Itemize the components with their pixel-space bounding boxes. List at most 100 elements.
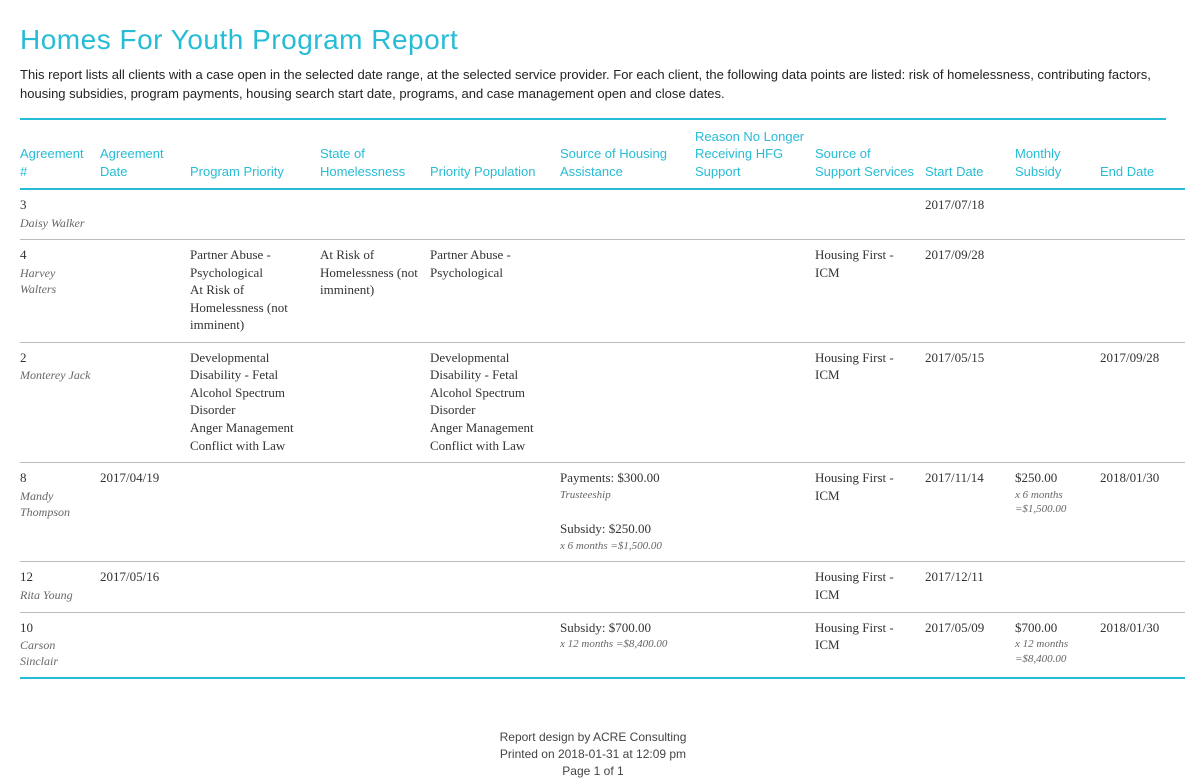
col-agreement-date: Agreement Date xyxy=(100,122,190,190)
col-source-housing: Source of Housing Assistance xyxy=(560,122,695,190)
cell-agreement-number: 4 Harvey Walters xyxy=(20,240,100,343)
cell-program-priority: Developmental Disability - Fetal Alcohol… xyxy=(190,342,320,462)
cell-priority-population: Developmental Disability - Fetal Alcohol… xyxy=(430,342,560,462)
report-table: Agreement # Agreement Date Program Prior… xyxy=(20,122,1185,680)
client-name: Mandy Thompson xyxy=(20,488,94,520)
cell-support-services xyxy=(815,189,925,239)
cell-source-housing xyxy=(560,562,695,612)
cell-support-services: Housing First - ICM xyxy=(815,612,925,678)
cell-end-date: 2018/01/30 xyxy=(1100,463,1185,562)
col-agreement-number: Agreement # xyxy=(20,122,100,190)
cell-program-priority xyxy=(190,612,320,678)
col-program-priority: Program Priority xyxy=(190,122,320,190)
col-reason-no-longer: Reason No Longer Receiving HFG Support xyxy=(695,122,815,190)
agreement-number: 2 xyxy=(20,350,27,365)
cell-agreement-date xyxy=(100,342,190,462)
cell-priority-population xyxy=(430,463,560,562)
cell-source-housing-calc: x 12 months =$8,400.00 xyxy=(560,637,689,652)
cell-reason xyxy=(695,342,815,462)
cell-agreement-date xyxy=(100,189,190,239)
cell-end-date xyxy=(1100,240,1185,343)
cell-monthly-subsidy xyxy=(1015,240,1100,343)
agreement-number: 10 xyxy=(20,620,33,635)
cell-support-services: Housing First - ICM xyxy=(815,562,925,612)
cell-source-housing: Subsidy: $700.00x 12 months =$8,400.00 xyxy=(560,612,695,678)
agreement-number: 3 xyxy=(20,197,27,212)
col-priority-population: Priority Population xyxy=(430,122,560,190)
footer-design: Report design by ACRE Consulting xyxy=(20,729,1166,746)
client-name: Daisy Walker xyxy=(20,215,94,231)
cell-end-date xyxy=(1100,189,1185,239)
cell-monthly-subsidy: $250.00x 6 months =$1,500.00 xyxy=(1015,463,1100,562)
cell-source-housing: Payments: $300.00TrusteeshipSubsidy: $25… xyxy=(560,463,695,562)
cell-end-date: 2017/09/28 xyxy=(1100,342,1185,462)
cell-source-housing xyxy=(560,342,695,462)
cell-reason xyxy=(695,240,815,343)
cell-monthly-subsidy xyxy=(1015,189,1100,239)
cell-program-priority xyxy=(190,189,320,239)
client-name: Harvey Walters xyxy=(20,265,94,297)
agreement-number: 12 xyxy=(20,569,33,584)
cell-start-date: 2017/05/15 xyxy=(925,342,1015,462)
table-row: 3 Daisy Walker 2017/07/18 xyxy=(20,189,1185,239)
client-name: Monterey Jack xyxy=(20,367,94,383)
cell-start-date: 2017/07/18 xyxy=(925,189,1015,239)
table-row: 10Carson Sinclair Subsidy: $700.00x 12 mo… xyxy=(20,612,1185,678)
table-row: 2 Monterey Jack Developmental Disability -… xyxy=(20,342,1185,462)
cell-source-housing-calc: x 6 months =$1,500.00 xyxy=(560,539,689,554)
table-header-row: Agreement # Agreement Date Program Prior… xyxy=(20,122,1185,190)
cell-agreement-number: 10Carson Sinclair xyxy=(20,612,100,678)
top-divider xyxy=(20,118,1166,120)
cell-state-homelessness xyxy=(320,612,430,678)
table-row: 8 Mandy Thompson2017/04/19 Payments: $300.… xyxy=(20,463,1185,562)
cell-agreement-date xyxy=(100,612,190,678)
cell-program-priority xyxy=(190,463,320,562)
cell-priority-population: Partner Abuse - Psychological xyxy=(430,240,560,343)
table-row: 4 Harvey Walters Partner Abuse - Psycholog… xyxy=(20,240,1185,343)
cell-agreement-date xyxy=(100,240,190,343)
cell-state-homelessness xyxy=(320,189,430,239)
agreement-number: 4 xyxy=(20,247,27,262)
cell-end-date: 2018/01/30 xyxy=(1100,612,1185,678)
cell-agreement-date: 2017/04/19 xyxy=(100,463,190,562)
cell-agreement-number: 2 Monterey Jack xyxy=(20,342,100,462)
cell-source-housing xyxy=(560,240,695,343)
agreement-number: 8 xyxy=(20,470,27,485)
cell-state-homelessness xyxy=(320,562,430,612)
report-footer: Report design by ACRE Consulting Printed… xyxy=(20,729,1166,779)
cell-priority-population xyxy=(430,612,560,678)
cell-support-services: Housing First - ICM xyxy=(815,463,925,562)
cell-reason xyxy=(695,612,815,678)
cell-reason xyxy=(695,463,815,562)
col-state-homelessness: State of Homelessness xyxy=(320,122,430,190)
report-description: This report lists all clients with a cas… xyxy=(20,66,1166,104)
col-support-services: Source of Support Services xyxy=(815,122,925,190)
cell-priority-population xyxy=(430,189,560,239)
cell-program-priority: Partner Abuse - PsychologicalAt Risk of … xyxy=(190,240,320,343)
cell-monthly-subsidy: $700.00x 12 months =$8,400.00 xyxy=(1015,612,1100,678)
cell-start-date: 2017/09/28 xyxy=(925,240,1015,343)
cell-monthly-subsidy xyxy=(1015,562,1100,612)
cell-agreement-number: 12 Rita Young xyxy=(20,562,100,612)
cell-agreement-date: 2017/05/16 xyxy=(100,562,190,612)
cell-reason xyxy=(695,189,815,239)
cell-priority-population xyxy=(430,562,560,612)
col-start-date: Start Date xyxy=(925,122,1015,190)
cell-start-date: 2017/05/09 xyxy=(925,612,1015,678)
cell-reason xyxy=(695,562,815,612)
client-name: Rita Young xyxy=(20,587,94,603)
cell-state-homelessness: At Risk of Homelessness (not imminent) xyxy=(320,240,430,343)
cell-monthly-subsidy xyxy=(1015,342,1100,462)
cell-start-date: 2017/12/11 xyxy=(925,562,1015,612)
cell-state-homelessness xyxy=(320,342,430,462)
cell-start-date: 2017/11/14 xyxy=(925,463,1015,562)
cell-end-date xyxy=(1100,562,1185,612)
footer-page: Page 1 of 1 xyxy=(20,763,1166,780)
footer-printed: Printed on 2018-01-31 at 12:09 pm xyxy=(20,746,1166,763)
col-end-date: End Date xyxy=(1100,122,1185,190)
cell-support-services: Housing First - ICM xyxy=(815,240,925,343)
cell-agreement-number: 3 Daisy Walker xyxy=(20,189,100,239)
cell-support-services: Housing First - ICM xyxy=(815,342,925,462)
cell-state-homelessness xyxy=(320,463,430,562)
cell-source-housing xyxy=(560,189,695,239)
